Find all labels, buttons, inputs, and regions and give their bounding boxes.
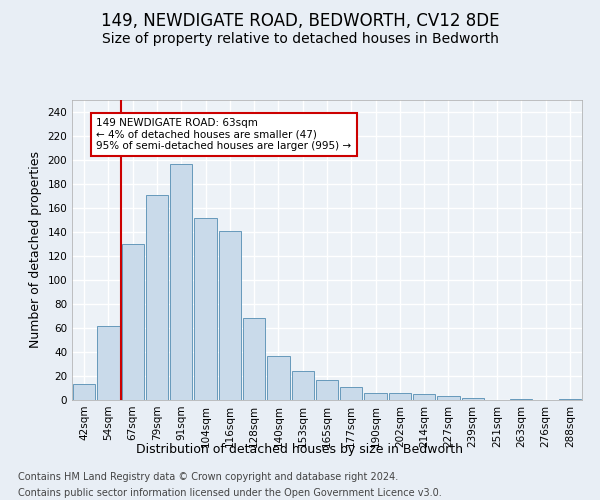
Text: 149 NEWDIGATE ROAD: 63sqm
← 4% of detached houses are smaller (47)
95% of semi-d: 149 NEWDIGATE ROAD: 63sqm ← 4% of detach… <box>96 118 352 151</box>
Bar <box>510 399 532 400</box>
Bar <box>364 393 387 400</box>
Bar <box>461 398 484 400</box>
Y-axis label: Number of detached properties: Number of detached properties <box>29 152 42 348</box>
Bar <box>170 164 193 400</box>
Bar <box>389 393 411 400</box>
Text: Contains HM Land Registry data © Crown copyright and database right 2024.: Contains HM Land Registry data © Crown c… <box>18 472 398 482</box>
Bar <box>97 326 119 400</box>
Bar <box>243 318 265 400</box>
Bar <box>218 231 241 400</box>
Bar <box>413 394 436 400</box>
Bar <box>292 371 314 400</box>
Bar <box>194 218 217 400</box>
Bar <box>559 399 581 400</box>
Bar <box>267 356 290 400</box>
Text: 149, NEWDIGATE ROAD, BEDWORTH, CV12 8DE: 149, NEWDIGATE ROAD, BEDWORTH, CV12 8DE <box>101 12 499 30</box>
Text: Size of property relative to detached houses in Bedworth: Size of property relative to detached ho… <box>101 32 499 46</box>
Bar <box>122 244 144 400</box>
Text: Contains public sector information licensed under the Open Government Licence v3: Contains public sector information licen… <box>18 488 442 498</box>
Bar <box>437 396 460 400</box>
Bar <box>73 384 95 400</box>
Bar <box>316 380 338 400</box>
Bar <box>146 195 168 400</box>
Text: Distribution of detached houses by size in Bedworth: Distribution of detached houses by size … <box>137 442 464 456</box>
Bar <box>340 387 362 400</box>
